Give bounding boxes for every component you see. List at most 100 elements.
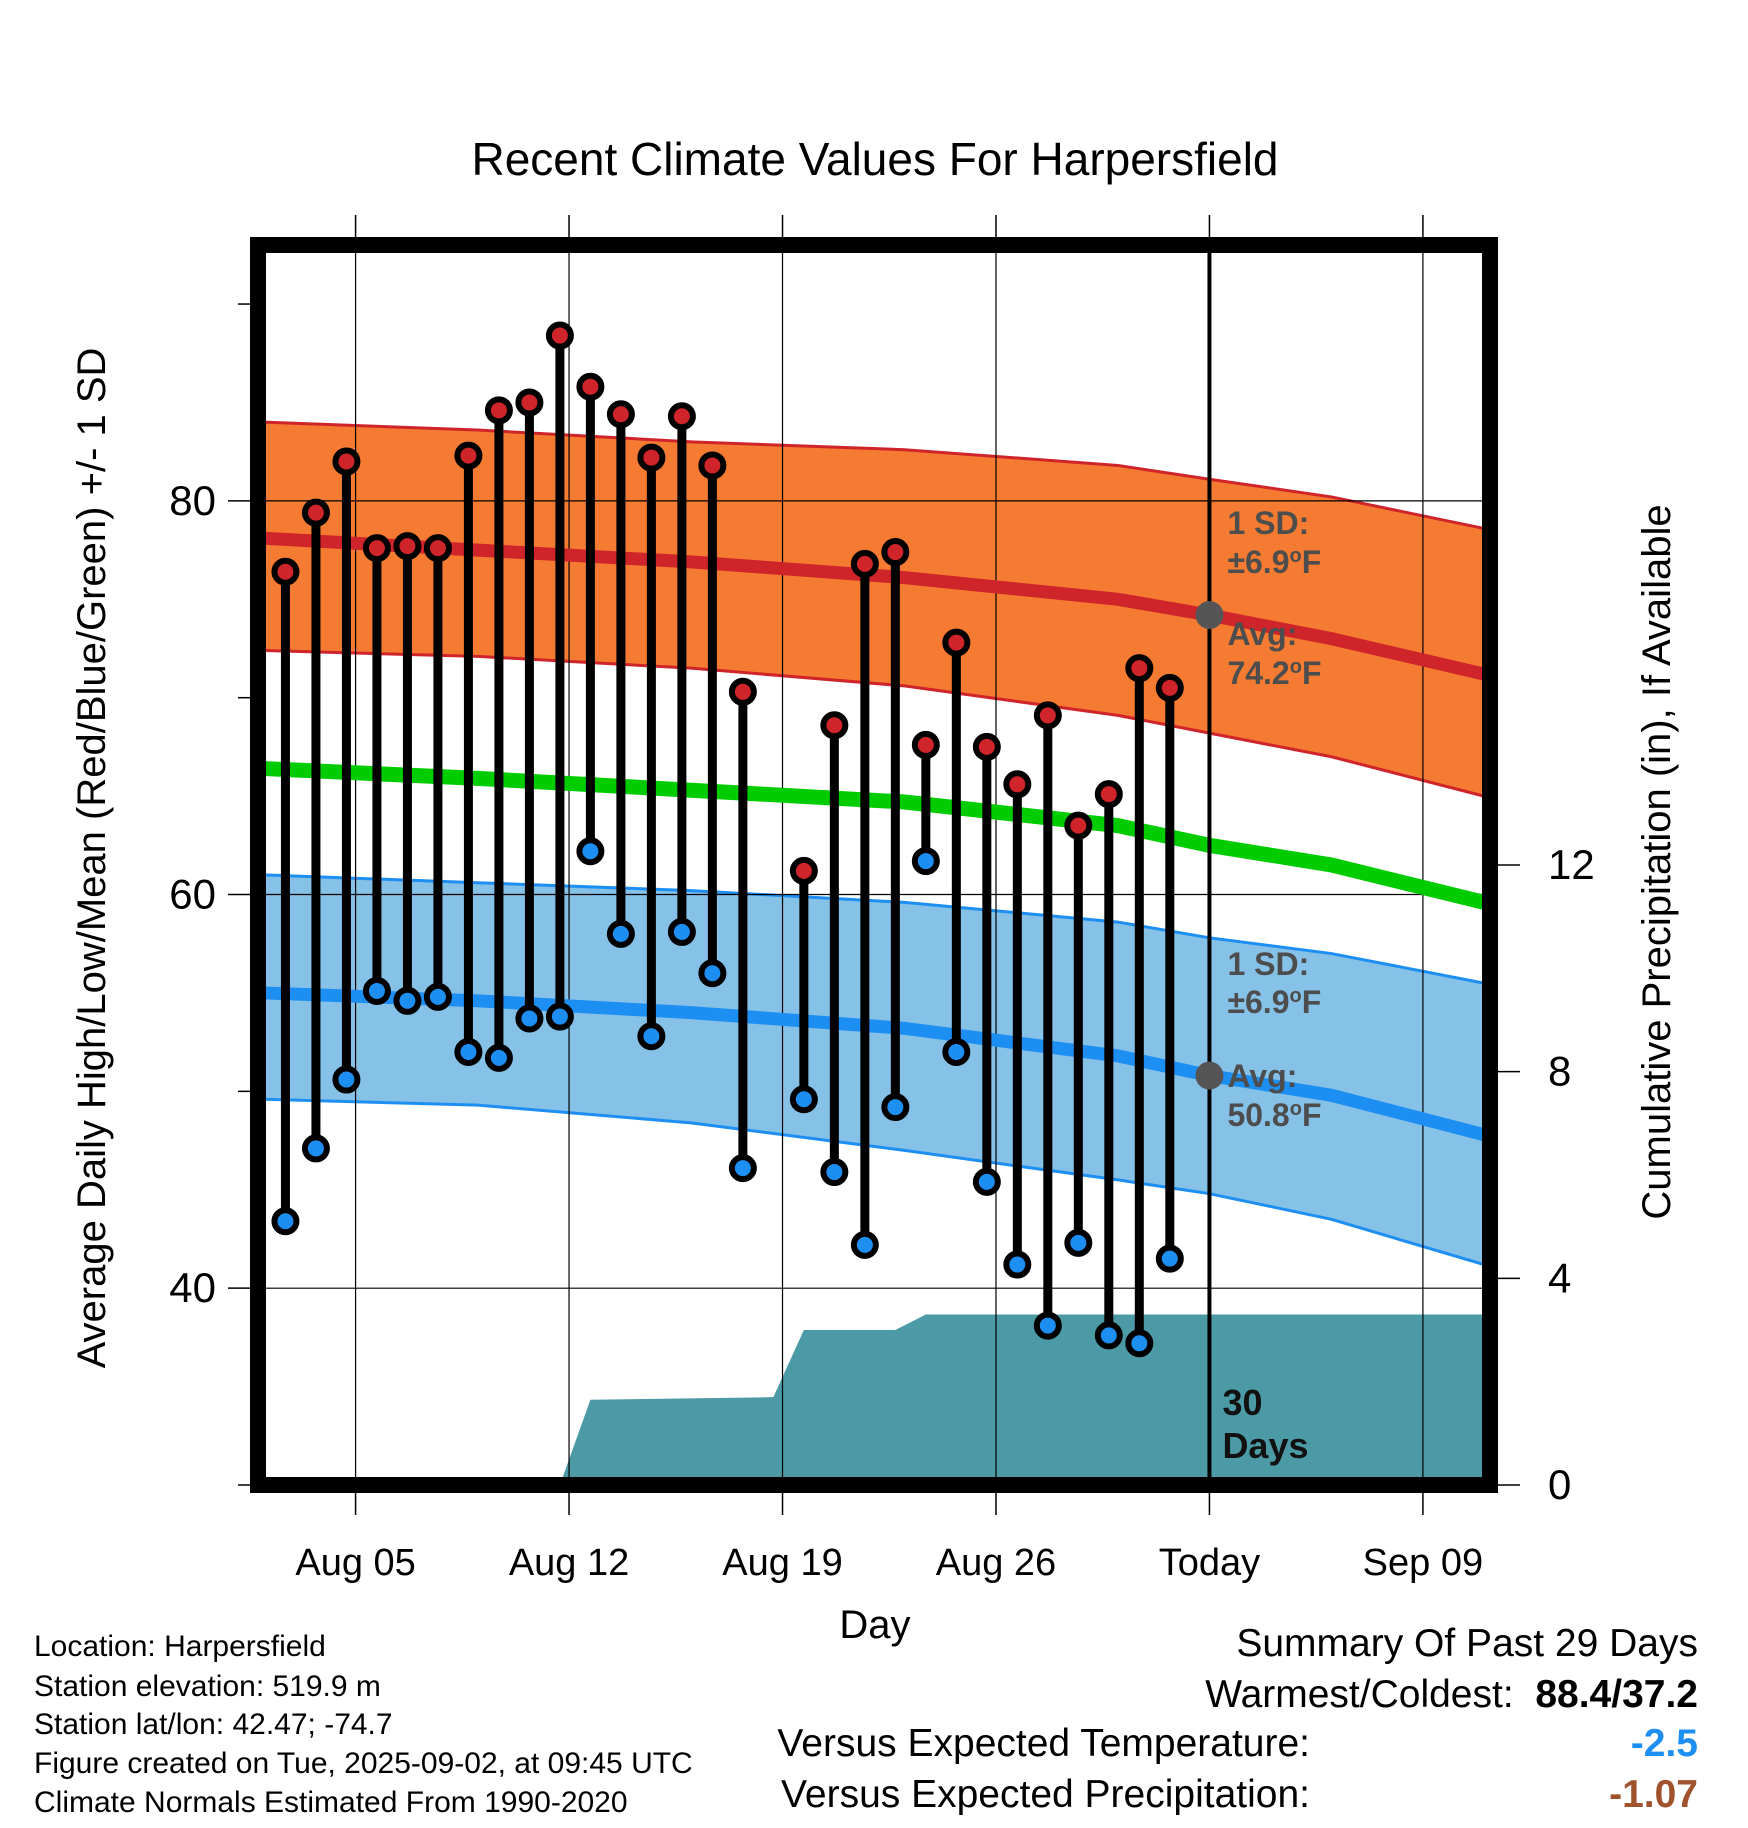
obs-low-point bbox=[606, 919, 635, 948]
obs-high-point bbox=[698, 451, 727, 480]
obs-low-point bbox=[1033, 1311, 1062, 1340]
obs-high-point bbox=[423, 534, 452, 563]
obs-low-point bbox=[301, 1134, 330, 1163]
footer-latlon: Station lat/lon: 42.47; -74.7 bbox=[34, 1708, 393, 1741]
obs-low-point bbox=[942, 1037, 971, 1066]
footer-created: Figure created on Tue, 2025-09-02, at 09… bbox=[34, 1747, 693, 1780]
obs-high-point bbox=[606, 400, 635, 429]
obs-high-point bbox=[1064, 811, 1093, 840]
y2-tick-label: 0 bbox=[1548, 1461, 1571, 1508]
summary-temp-value: -2.5 bbox=[1630, 1722, 1698, 1765]
obs-low-point bbox=[393, 986, 422, 1015]
obs-high-point bbox=[1003, 770, 1032, 799]
y2-axis-label: Cumulative Precipitation (in), If Availa… bbox=[1635, 504, 1679, 1219]
obs-high-point bbox=[362, 534, 391, 563]
obs-high-point bbox=[545, 321, 574, 350]
x-tick-label: Sep 09 bbox=[1363, 1542, 1483, 1584]
obs-high-point bbox=[393, 532, 422, 561]
obs-low-point bbox=[972, 1167, 1001, 1196]
high-band-upper-edge bbox=[264, 420, 1485, 530]
today-low-avg-marker bbox=[1195, 1061, 1224, 1090]
obs-high-point bbox=[972, 732, 1001, 761]
footer-elevation: Station elevation: 519.9 m bbox=[34, 1670, 381, 1703]
high-avg-value: 74.2oF bbox=[1227, 655, 1321, 691]
obs-high-point bbox=[637, 443, 666, 472]
low-band-upper-edge bbox=[264, 873, 1485, 985]
obs-low-point bbox=[545, 1002, 574, 1031]
summary-warm-cold: Warmest/Coldest: 88.4/37.2 bbox=[1205, 1673, 1698, 1717]
obs-high-point bbox=[850, 549, 879, 578]
obs-low-point bbox=[271, 1207, 300, 1236]
low-band-lower-edge bbox=[264, 1097, 1485, 1266]
plot-frame bbox=[250, 237, 1498, 1493]
obs-low-point bbox=[454, 1037, 483, 1066]
obs-high-point bbox=[1033, 701, 1062, 730]
y2-tick-label: 8 bbox=[1548, 1048, 1571, 1095]
obs-low-point bbox=[911, 847, 940, 876]
high-band-lower-edge bbox=[264, 648, 1485, 798]
obs-high-point bbox=[454, 441, 483, 470]
high-sd-value: ±6.9oF bbox=[1227, 544, 1321, 580]
x-tick-label: Aug 19 bbox=[722, 1542, 842, 1584]
obs-low-point bbox=[881, 1093, 910, 1122]
x-tick-label: Aug 12 bbox=[509, 1542, 629, 1584]
y-tick-label: 80 bbox=[169, 477, 216, 524]
high-average-line bbox=[263, 531, 1486, 681]
low-avg-value: 50.8oF bbox=[1227, 1097, 1321, 1133]
footer-normals: Climate Normals Estimated From 1990-2020 bbox=[34, 1786, 628, 1819]
low-normal-band bbox=[264, 874, 1484, 1265]
obs-high-point bbox=[728, 677, 757, 706]
y2-tick-label: 4 bbox=[1548, 1254, 1571, 1301]
obs-high-point bbox=[911, 730, 940, 759]
obs-low-point bbox=[362, 976, 391, 1005]
high-avg-label: Avg: bbox=[1227, 616, 1297, 652]
obs-high-point bbox=[820, 711, 849, 740]
footer-location: Location: Harpersfield bbox=[34, 1630, 326, 1663]
obs-high-point bbox=[515, 388, 544, 417]
obs-low-point bbox=[1064, 1228, 1093, 1257]
obs-high-point bbox=[1125, 654, 1154, 683]
obs-low-point bbox=[484, 1043, 513, 1072]
obs-high-point bbox=[942, 628, 971, 657]
obs-high-point bbox=[667, 402, 696, 431]
obs-low-point bbox=[1094, 1321, 1123, 1350]
obs-high-point bbox=[881, 538, 910, 567]
obs-low-point bbox=[637, 1022, 666, 1051]
x-tick-label: Aug 26 bbox=[936, 1542, 1056, 1584]
obs-low-point bbox=[850, 1230, 879, 1259]
y-tick-label: 60 bbox=[169, 871, 216, 918]
y-tick-label: 40 bbox=[169, 1264, 216, 1311]
chart-title: Recent Climate Values For Harpersfield bbox=[471, 133, 1278, 185]
obs-high-point bbox=[301, 498, 330, 527]
mean-average-line bbox=[263, 761, 1486, 910]
today-high-avg-marker bbox=[1195, 601, 1224, 630]
obs-low-point bbox=[789, 1085, 818, 1114]
high-normal-band bbox=[264, 422, 1484, 797]
summary-temp-label: Versus Expected Temperature: bbox=[777, 1722, 1310, 1765]
obs-high-point bbox=[332, 447, 361, 476]
precip-area bbox=[285, 1314, 1484, 1485]
high-sd-label: 1 SD: bbox=[1227, 505, 1309, 541]
summary-warm-cold-value: 88.4/37.2 bbox=[1535, 1673, 1698, 1716]
x-axis-label: Day bbox=[839, 1603, 910, 1647]
y-axis-label: Average Daily High/Low/Mean (Red/Blue/Gr… bbox=[70, 348, 114, 1369]
y2-tick-label: 12 bbox=[1548, 841, 1595, 888]
x-tick-label: Aug 05 bbox=[295, 1542, 415, 1584]
days-word: Days bbox=[1222, 1425, 1308, 1466]
low-avg-label: Avg: bbox=[1227, 1058, 1297, 1094]
low-sd-label: 1 SD: bbox=[1227, 946, 1309, 982]
summary-warm-cold-label: Warmest/Coldest: bbox=[1205, 1673, 1514, 1716]
obs-low-point bbox=[698, 959, 727, 988]
obs-high-point bbox=[484, 396, 513, 425]
summary-heading: Summary Of Past 29 Days bbox=[1236, 1622, 1698, 1665]
obs-low-point bbox=[1125, 1329, 1154, 1358]
obs-high-point bbox=[271, 557, 300, 586]
obs-low-point bbox=[1003, 1250, 1032, 1279]
obs-low-point bbox=[515, 1004, 544, 1033]
obs-low-point bbox=[423, 982, 452, 1011]
obs-low-point bbox=[576, 837, 605, 866]
x-tick-label: Today bbox=[1159, 1542, 1260, 1584]
